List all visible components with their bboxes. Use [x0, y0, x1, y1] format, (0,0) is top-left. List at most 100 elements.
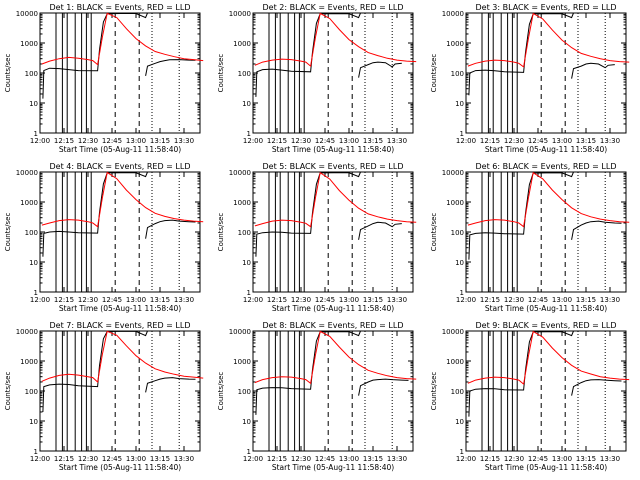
x-tick-label: 12:00 [30, 137, 50, 145]
y-tick-label: 10 [242, 418, 251, 426]
x-tick-label: 12:30 [504, 455, 524, 463]
y-tick-label: 100 [238, 70, 251, 78]
x-tick-label: 13:00 [339, 455, 359, 463]
panel-title: Det 8: BLACK = Events, RED = LLD [263, 321, 404, 330]
x-tick-label: 13:15 [150, 296, 170, 304]
x-axis-label: Start Time (05-Aug-11 11:58:40) [272, 463, 394, 472]
events-line [42, 330, 148, 413]
x-tick-label: 12:30 [78, 296, 98, 304]
x-tick-label: 12:15 [480, 455, 500, 463]
y-tick-label: 10000 [229, 10, 251, 18]
x-tick-label: 13:00 [339, 296, 359, 304]
events-line [42, 12, 148, 99]
x-tick-label: 13:15 [363, 296, 383, 304]
x-tick-label: 13:30 [600, 455, 620, 463]
x-tick-label: 12:15 [267, 296, 287, 304]
lld-line [254, 330, 417, 385]
events-line [42, 171, 148, 257]
x-tick-label: 12:30 [504, 137, 524, 145]
panel-5: Det 5: BLACK = Events, RED = LLD 1 10 100 10… [217, 162, 417, 313]
x-tick-label: 12:30 [78, 455, 98, 463]
y-tick-label: 1 [34, 448, 38, 456]
y-axis-label: Counts/sec [430, 213, 438, 252]
y-tick-label: 10 [29, 418, 38, 426]
lld-line [254, 171, 417, 228]
x-tick-label: 12:00 [30, 455, 50, 463]
x-tick-label: 12:30 [291, 455, 311, 463]
panel-4: Det 4: BLACK = Events, RED = LLD 1 10 100 10… [4, 162, 204, 313]
x-axis-label: Start Time (05-Aug-11 11:58:40) [485, 463, 607, 472]
y-tick-label: 100 [25, 70, 38, 78]
lld-line [41, 171, 204, 228]
panel-6: Det 6: BLACK = Events, RED = LLD 1 10 100 10… [430, 162, 630, 313]
x-tick-label: 12:30 [504, 296, 524, 304]
y-tick-label: 1000 [233, 40, 251, 48]
panel-title: Det 2: BLACK = Events, RED = LLD [263, 3, 404, 12]
y-tick-label: 10 [455, 259, 464, 267]
x-tick-label: 13:30 [174, 137, 194, 145]
y-tick-label: 10000 [16, 169, 38, 177]
x-tick-label: 12:45 [528, 296, 548, 304]
x-tick-label: 13:30 [600, 296, 620, 304]
y-tick-label: 1000 [446, 40, 464, 48]
panel-title: Det 3: BLACK = Events, RED = LLD [476, 3, 617, 12]
panel-title: Det 9: BLACK = Events, RED = LLD [476, 321, 617, 330]
events-line-segment-2 [145, 59, 196, 76]
x-tick-label: 12:00 [243, 137, 263, 145]
panel-title: Det 7: BLACK = Events, RED = LLD [50, 321, 191, 330]
lld-line [467, 12, 630, 68]
y-axis-label: Counts/sec [217, 54, 225, 93]
x-tick-label: 13:15 [576, 137, 596, 145]
y-tick-label: 10 [242, 259, 251, 267]
x-tick-label: 12:00 [456, 455, 476, 463]
x-tick-label: 13:15 [363, 137, 383, 145]
y-tick-label: 1000 [233, 358, 251, 366]
plot-frame [465, 171, 627, 293]
y-axis-label: Counts/sec [4, 213, 12, 252]
y-tick-label: 100 [238, 388, 251, 396]
x-tick-label: 12:45 [528, 137, 548, 145]
x-tick-label: 13:30 [387, 455, 407, 463]
y-tick-label: 10000 [442, 328, 464, 336]
x-tick-label: 13:30 [174, 455, 194, 463]
x-axis-label: Start Time (05-Aug-11 11:58:40) [59, 463, 181, 472]
x-tick-label: 12:00 [243, 455, 263, 463]
events-line-segment-2 [358, 378, 409, 396]
plot-frame [252, 330, 414, 452]
y-tick-label: 1 [247, 289, 251, 297]
panel-9: Det 9: BLACK = Events, RED = LLD 1 10 100 10… [430, 321, 630, 472]
x-tick-label: 13:00 [126, 296, 146, 304]
y-tick-label: 10000 [442, 10, 464, 18]
x-tick-label: 13:15 [576, 455, 596, 463]
events-line-segment-2 [145, 377, 196, 393]
x-tick-label: 12:15 [267, 455, 287, 463]
panel-title: Det 1: BLACK = Events, RED = LLD [50, 3, 191, 12]
plot-frame [465, 330, 627, 452]
y-tick-label: 1 [460, 130, 464, 138]
x-tick-label: 12:15 [54, 137, 74, 145]
x-axis-label: Start Time (05-Aug-11 11:58:40) [272, 304, 394, 313]
panel-title: Det 5: BLACK = Events, RED = LLD [263, 162, 404, 171]
y-tick-label: 10000 [16, 328, 38, 336]
x-tick-label: 12:00 [30, 296, 50, 304]
x-tick-label: 13:00 [126, 137, 146, 145]
x-axis-label: Start Time (05-Aug-11 11:58:40) [485, 304, 607, 313]
y-tick-label: 1 [247, 448, 251, 456]
y-tick-label: 10000 [442, 169, 464, 177]
x-tick-label: 13:15 [150, 137, 170, 145]
x-tick-label: 12:00 [456, 296, 476, 304]
x-tick-label: 12:45 [102, 296, 122, 304]
y-tick-label: 100 [25, 388, 38, 396]
y-tick-label: 10 [455, 100, 464, 108]
y-tick-label: 100 [451, 70, 464, 78]
x-tick-label: 12:00 [243, 296, 263, 304]
y-tick-label: 100 [25, 229, 38, 237]
events-line [255, 12, 361, 97]
plot-frame [39, 12, 201, 134]
x-tick-label: 13:00 [552, 296, 572, 304]
y-axis-label: Counts/sec [4, 54, 12, 93]
panel-title: Det 4: BLACK = Events, RED = LLD [50, 162, 191, 171]
x-tick-label: 12:15 [54, 296, 74, 304]
x-tick-label: 12:45 [315, 137, 335, 145]
